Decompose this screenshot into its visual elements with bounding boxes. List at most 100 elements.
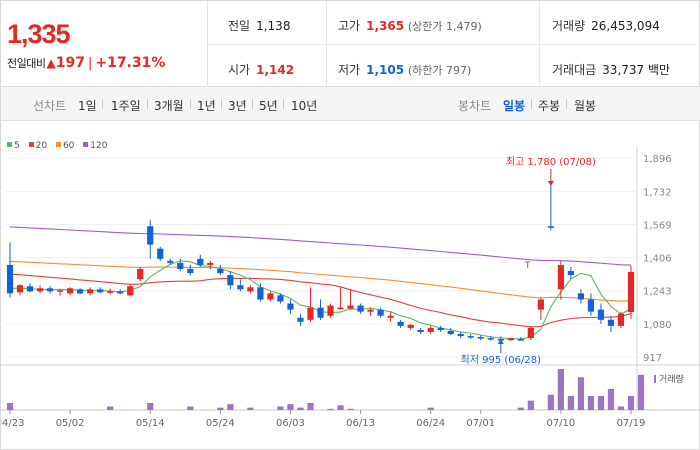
candle (417, 327, 424, 335)
trade-amount: 거래대금 33,737 백만 (552, 61, 670, 78)
candle-chart-button[interactable]: 봉차트 (458, 99, 492, 113)
toolbar-separator (283, 99, 284, 109)
candle-daily-button[interactable]: 일봉 (503, 99, 526, 113)
y-tick-label: 1,569 (643, 220, 672, 231)
candle (247, 285, 254, 294)
candle (317, 299, 324, 320)
candle-body (197, 258, 204, 265)
candle-body (147, 226, 154, 245)
low-value: 1,105 (366, 63, 405, 77)
period-1d-button[interactable]: 1일 (78, 99, 97, 113)
current-price-box: 1,335 전일대비▲197 | +17.31% (1, 1, 208, 87)
candle (477, 335, 484, 341)
candle-body (577, 293, 585, 300)
toolbar-separator (221, 99, 222, 109)
period-1w-button[interactable]: 1주일 (111, 99, 141, 113)
volume-bar (587, 395, 595, 410)
x-tick-label: 05/24 (206, 418, 235, 429)
candle (107, 288, 114, 295)
candle-body (177, 262, 184, 269)
candle (357, 303, 364, 314)
candle (137, 266, 144, 282)
candle (66, 287, 74, 296)
high-arrow-icon (547, 181, 554, 186)
volume-bar (227, 404, 234, 410)
volume-bar (147, 402, 154, 410)
candle-body (127, 286, 134, 296)
candle (347, 289, 354, 310)
candle (577, 289, 585, 304)
period-3y-button[interactable]: 3년 (228, 99, 247, 113)
candle (147, 220, 154, 259)
current-price: 1,335 (7, 19, 71, 49)
volume-bar (107, 406, 114, 410)
volume-bar (187, 406, 194, 410)
candle-body (467, 336, 474, 338)
high-label: 고가 (338, 19, 361, 33)
candle (217, 264, 224, 276)
high-annotation: 최고 1,780 (07/08) (506, 156, 596, 168)
candle (6, 242, 14, 298)
candle (287, 299, 294, 314)
candle (157, 246, 164, 261)
candle (197, 254, 204, 267)
volume-bar (217, 407, 224, 410)
candle-body (277, 295, 284, 302)
candle (177, 258, 184, 272)
candle-body (367, 309, 374, 312)
candle-body (617, 313, 625, 326)
candle-body (407, 324, 414, 328)
candle-body (597, 309, 605, 320)
candle-body (477, 337, 484, 339)
volume-bar (567, 395, 575, 410)
x-tick-label: 05/02 (56, 418, 85, 429)
candle (297, 313, 304, 326)
candle (267, 291, 274, 302)
candle-body (457, 334, 464, 337)
period-1y-button[interactable]: 1년 (197, 99, 216, 113)
candle-weekly-button[interactable]: 주봉 (538, 99, 561, 113)
volume-bar (427, 407, 434, 410)
candle (117, 289, 124, 295)
candle-body (377, 309, 384, 316)
period-3m-button[interactable]: 3개월 (154, 99, 184, 113)
candle (547, 181, 554, 231)
toolbar-separator (531, 99, 532, 109)
candle (77, 288, 84, 295)
price-change: 전일대비▲197 | +17.31% (7, 55, 165, 71)
toolbar-separator (147, 99, 148, 109)
y-tick-label: 1,406 (643, 254, 672, 265)
candle-body (66, 288, 74, 294)
open-value: 1,142 (256, 63, 295, 77)
candle (487, 336, 494, 341)
candle-monthly-button[interactable]: 월봉 (574, 99, 597, 113)
y-tick-label: 1,243 (643, 287, 672, 298)
volume-bar (287, 404, 294, 410)
legend-ma120: 120 (83, 141, 107, 151)
candle (587, 293, 595, 316)
candle (607, 315, 615, 332)
lower-limit: (하한가 797) (407, 64, 472, 77)
candle-body (387, 315, 394, 318)
ma20-line (9, 273, 632, 328)
candle (237, 279, 244, 292)
amount-label: 거래대금 (552, 63, 597, 77)
column-divider (539, 1, 540, 87)
y-tick-label: 1,080 (643, 320, 672, 331)
candle (167, 258, 174, 265)
change-separator: | (87, 56, 93, 71)
candle-body (287, 303, 294, 310)
x-tick-label: 07/19 (617, 418, 646, 429)
legend-ma5: 5 (7, 141, 20, 151)
toolbar-separator (252, 99, 253, 109)
x-tick-label: 07/01 (466, 418, 495, 429)
period-10y-button[interactable]: 10년 (291, 99, 318, 113)
candle (327, 303, 334, 318)
candle-body (217, 268, 224, 274)
high-value: 1,365 (366, 19, 405, 33)
candle-body (167, 260, 174, 263)
period-5y-button[interactable]: 5년 (259, 99, 278, 113)
y-tick-label: 917 (643, 353, 662, 364)
line-chart-button[interactable]: 선차트 (33, 99, 67, 113)
